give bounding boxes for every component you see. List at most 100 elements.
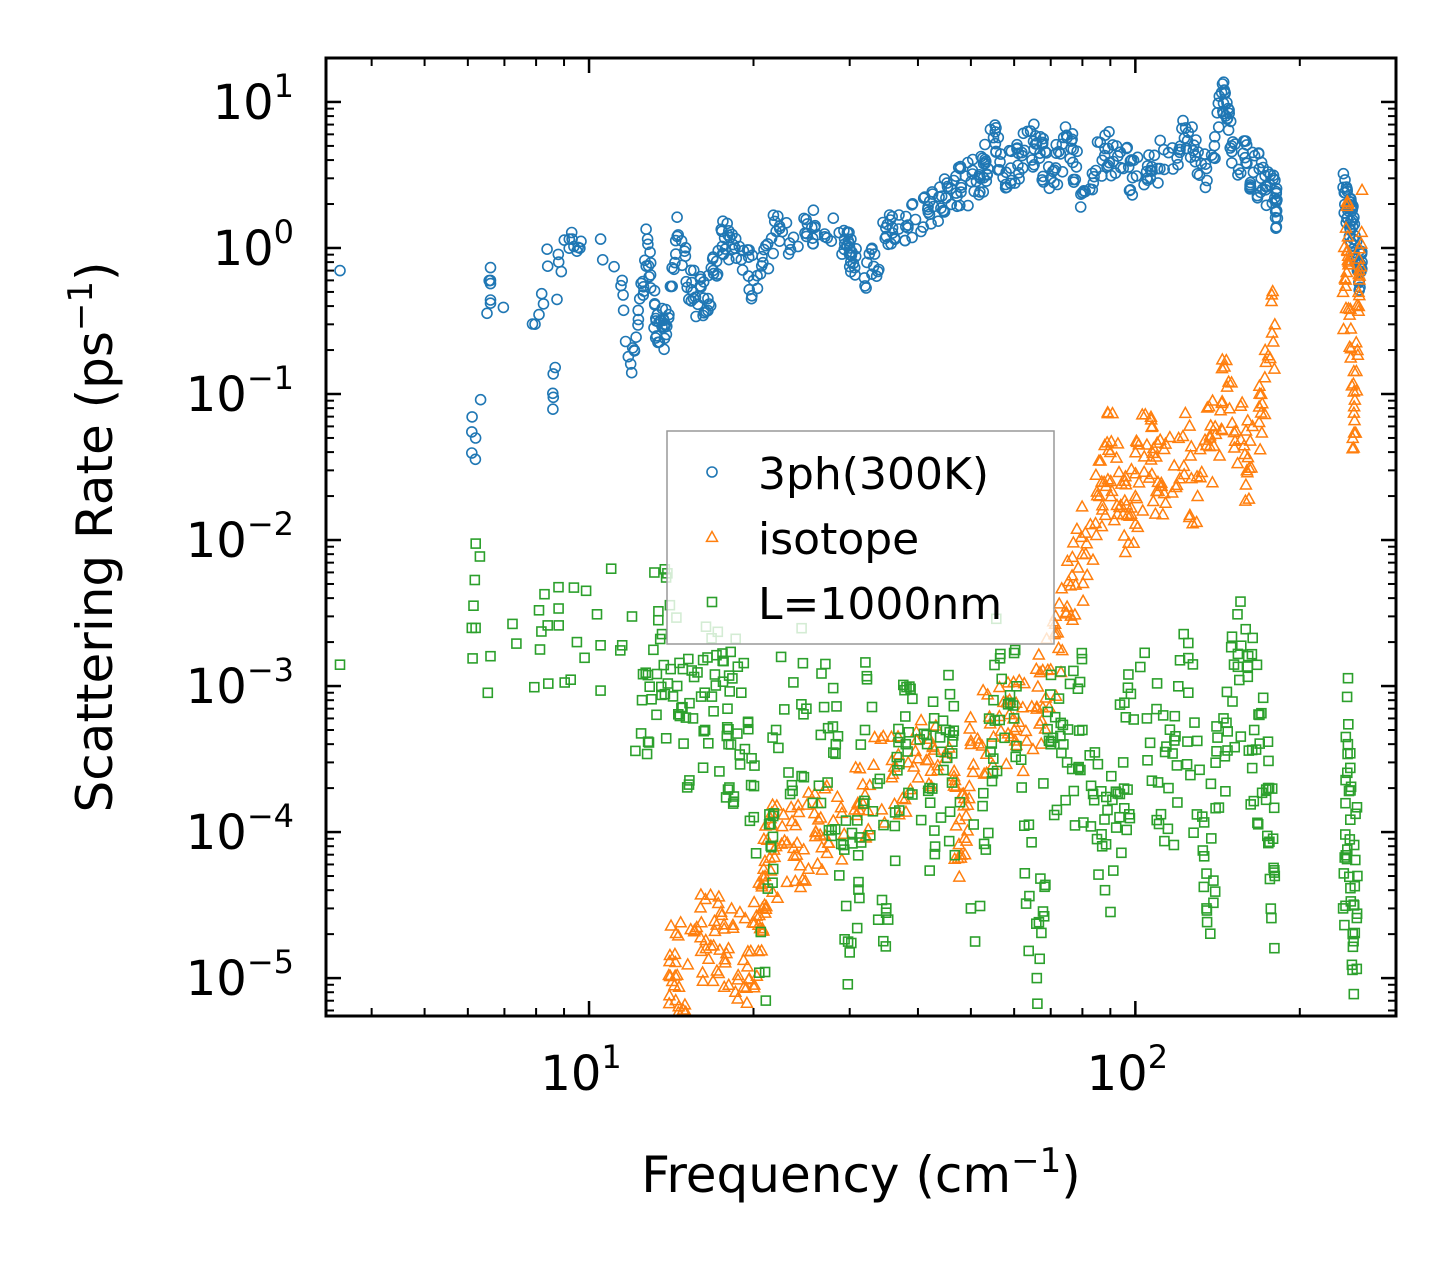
data-point [1343,718,1354,730]
data-point [648,644,659,656]
data-point [1004,729,1018,742]
data-point [1157,486,1171,499]
data-point [680,275,693,288]
data-point [1074,201,1087,213]
data-point [1246,146,1259,159]
data-point [977,157,990,170]
data-point [1097,438,1112,451]
data-point [882,914,894,925]
data-point [1352,251,1366,264]
data-point [1241,450,1255,463]
data-point [1088,794,1100,806]
data-point [648,284,661,297]
data-point [1213,403,1228,416]
data-point [711,966,726,979]
data-point [468,600,479,612]
data-point [1065,135,1078,147]
data-point [980,175,993,187]
data-point [986,729,1001,742]
data-point [815,729,827,741]
data-point [1177,458,1191,472]
legend-items: 3ph(300K) isotope L=1000nm [705,449,1002,630]
data-point [906,199,918,211]
data-point [596,253,609,266]
data-point [976,152,989,164]
data-point [1222,745,1233,756]
data-point [669,926,683,939]
data-point [1207,438,1221,451]
data-point [1110,786,1122,798]
data-point [695,281,707,293]
data-point [945,198,958,211]
data-point [1232,608,1243,620]
data-point [1107,513,1122,526]
data-point [1351,347,1365,361]
data-point [1351,912,1363,924]
data-point [1255,425,1269,438]
data-point [1049,711,1061,723]
data-point [735,253,748,266]
data-point [988,694,999,706]
data-point [970,731,985,744]
data-point [902,746,913,757]
data-point [1173,143,1185,156]
data-point [748,811,760,823]
data-point [796,842,811,855]
data-point [1068,176,1080,188]
data-point [914,713,928,726]
data-point [1342,672,1354,684]
data-point [1032,647,1046,660]
data-point [1340,797,1351,809]
data-point [1110,506,1125,520]
data-point [1142,754,1153,766]
data-point [672,979,686,992]
data-point [1352,272,1367,285]
data-point [1248,795,1260,807]
data-point [861,670,873,682]
data-point [1011,138,1023,151]
data-point [886,227,899,239]
data-point [798,771,810,783]
data-point [795,872,810,885]
data-point [722,703,733,715]
data-point [1012,673,1027,686]
data-point [866,757,881,771]
data-point [864,829,876,841]
data-point [1061,574,1076,587]
data-point [1011,680,1022,692]
data-point [1124,462,1139,475]
data-point [528,681,540,693]
data-point [1211,721,1222,732]
data-point [1227,136,1239,148]
data-point [1146,161,1158,173]
data-point [663,968,678,982]
data-point [974,900,986,912]
data-point [1242,671,1254,683]
data-point [1217,359,1232,372]
data-point [1242,491,1256,504]
data-point [1008,713,1020,724]
data-point [484,297,497,310]
data-point [1225,641,1237,653]
data-point [780,835,794,848]
data-point [754,943,769,956]
data-point [1110,822,1122,833]
data-point [751,282,764,295]
data-point [957,830,972,843]
data-point [1076,593,1090,606]
data-point [710,255,723,268]
data-point [739,743,751,755]
data-point [642,238,654,251]
data-point [1341,691,1353,703]
data-point [851,797,866,810]
data-point [533,308,545,321]
data-point [891,747,906,760]
data-point [969,936,981,947]
data-point [885,238,897,250]
data-point [1262,736,1274,748]
data-point [778,704,790,715]
data-point [1075,764,1086,776]
data-point [880,941,892,952]
data-point [1354,224,1369,238]
data-point [1009,720,1023,733]
